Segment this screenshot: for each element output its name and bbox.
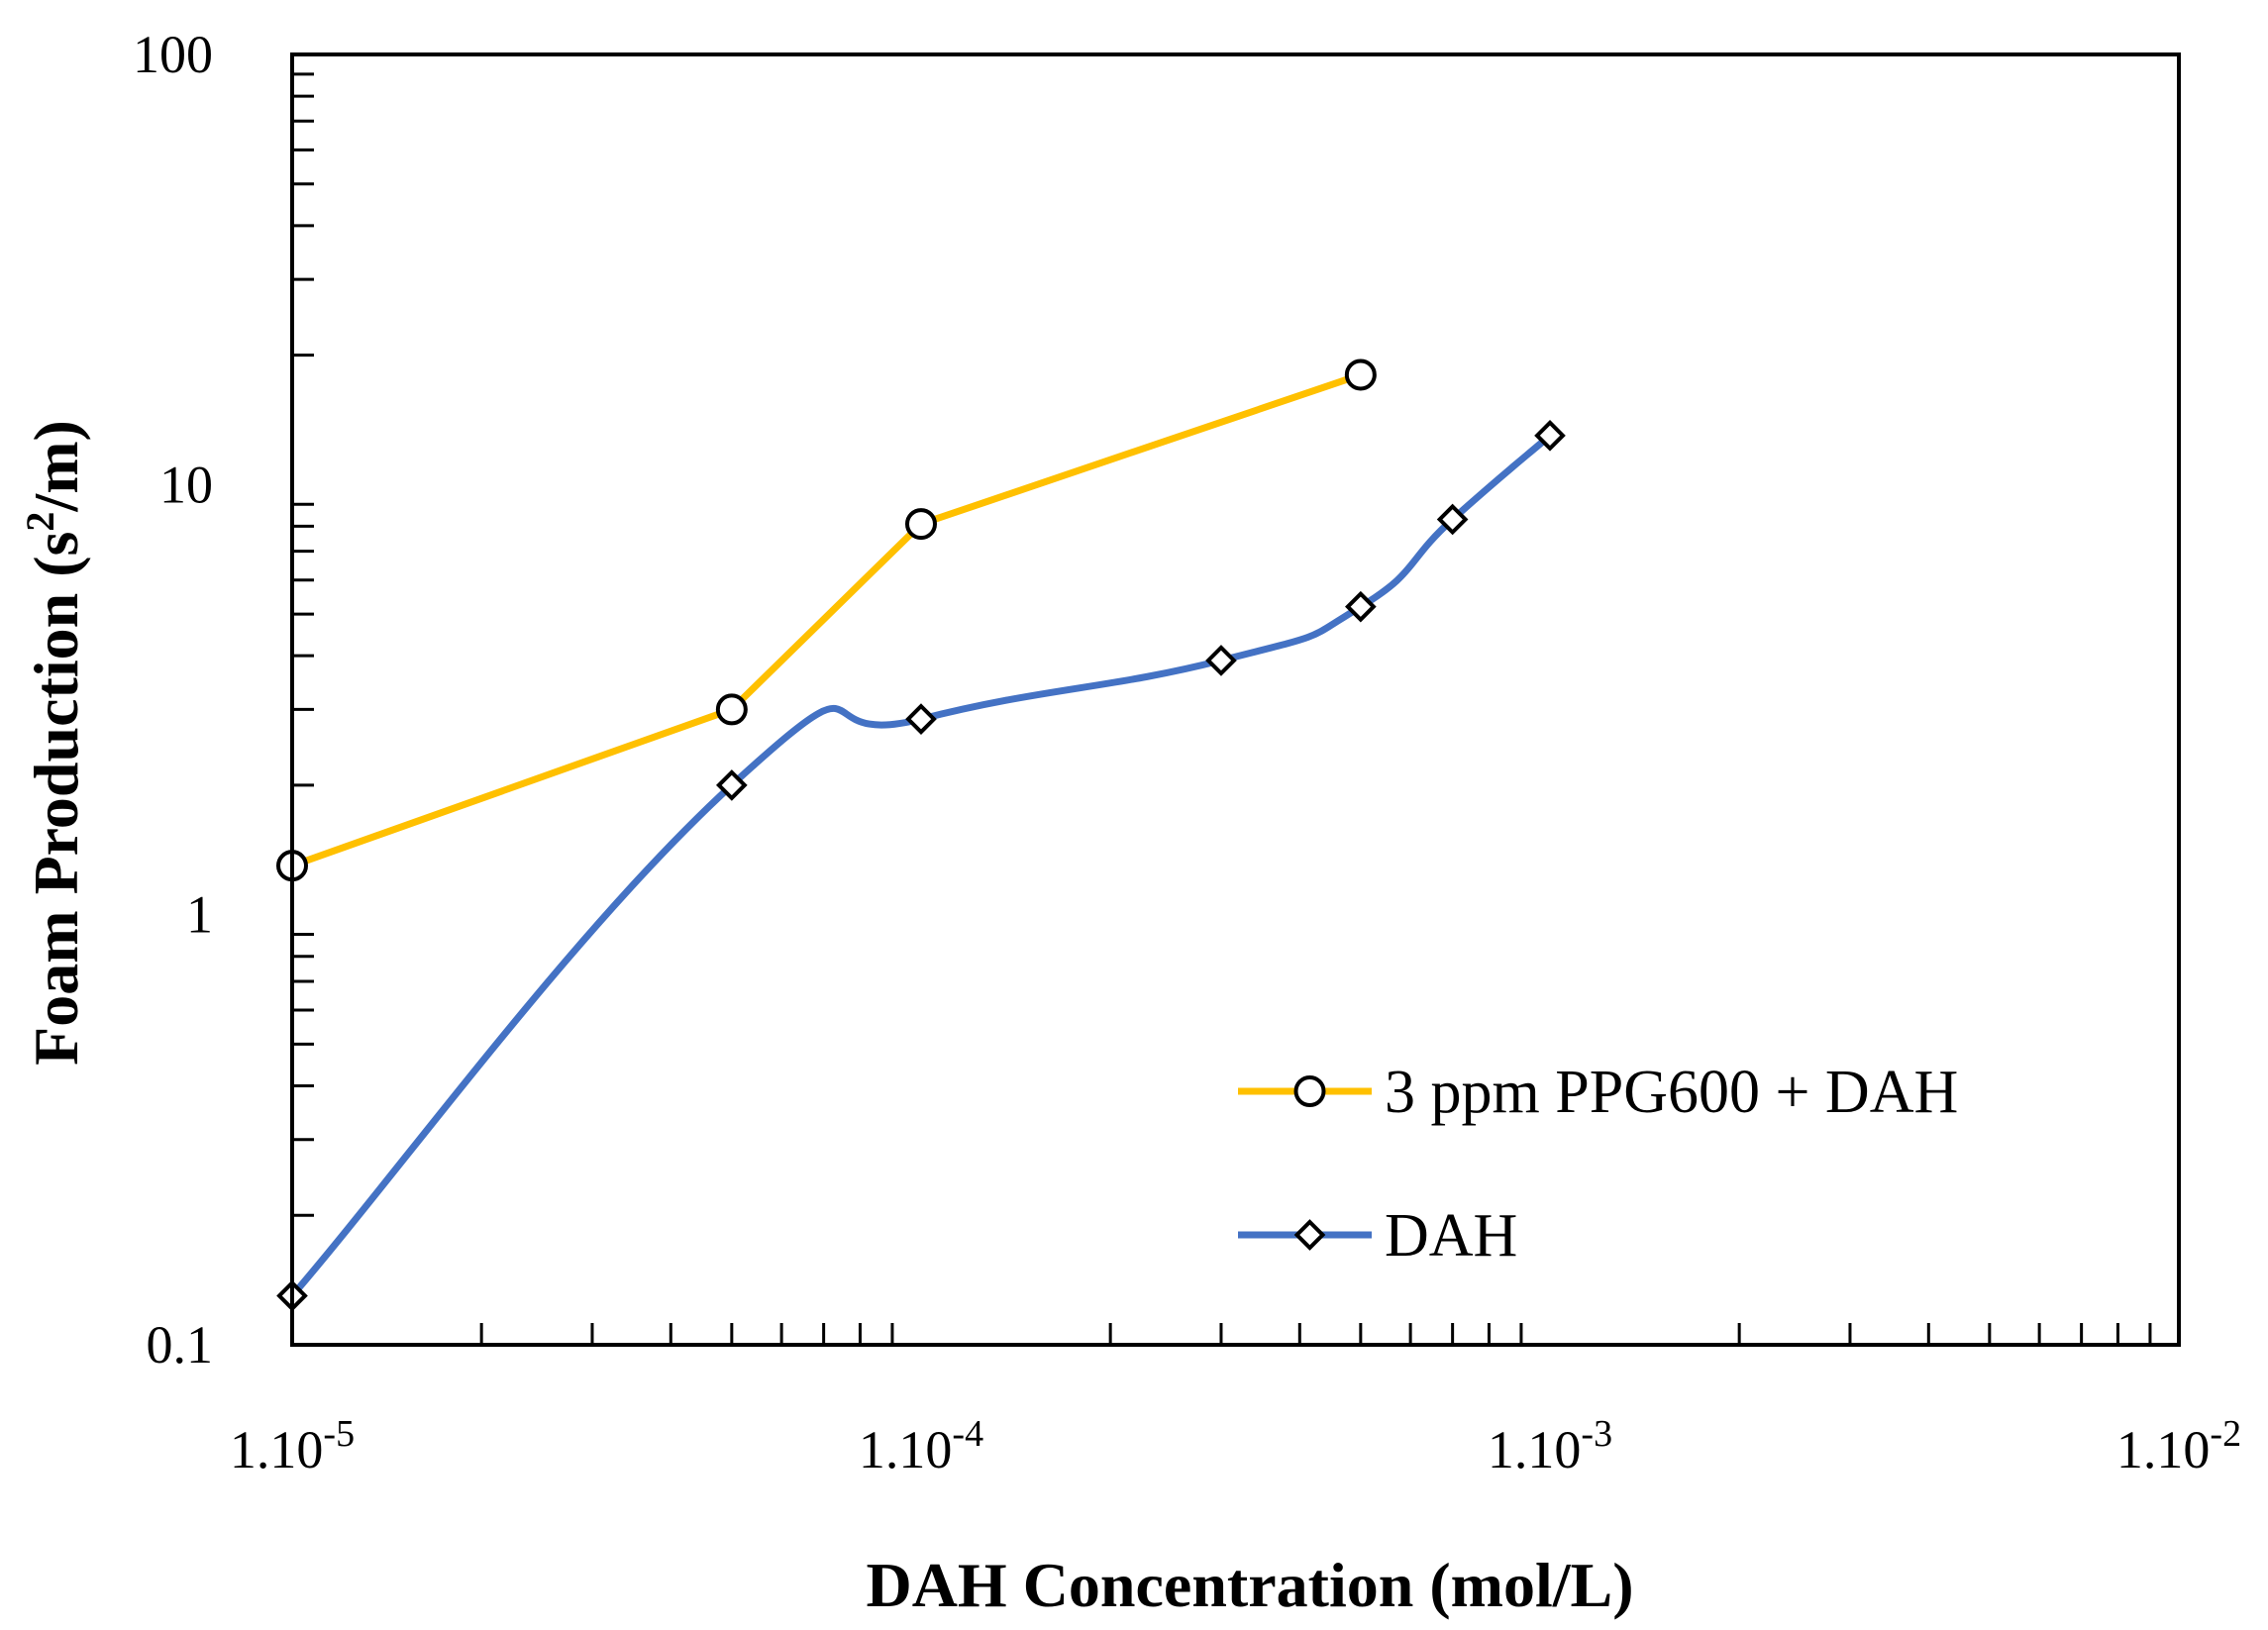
minor-tick-marks (292, 72, 2152, 1345)
legend: 3 ppm PPG600 + DAH DAH (1238, 1059, 1958, 1270)
x-axis-tick-labels: 1.10-5 1.10-4 1.10-3 1.10-2 (230, 1413, 2241, 1479)
legend-marker-dah (1293, 1219, 1326, 1251)
y-axis-tick-labels: 0.1 1 10 100 (133, 25, 213, 1375)
data-point-dah (1345, 590, 1377, 623)
legend-label-dah: DAH (1385, 1202, 1517, 1270)
legend-label-ppg600-dah: 3 ppm PPG600 + DAH (1385, 1059, 1958, 1126)
data-point-dah (1205, 645, 1237, 676)
data-point-ppg600-dah (715, 693, 748, 726)
series-layer (276, 358, 1566, 1312)
y-tick-label: 1 (186, 885, 213, 945)
data-point-ppg600-dah (905, 508, 937, 541)
plot-area-frame (290, 52, 2181, 1347)
data-point-dah (1436, 503, 1469, 536)
y-axis-title: Foam Production (s2/m) (18, 420, 91, 1066)
y-tick-label: 10 (159, 455, 213, 514)
y-axis-title-tail: /m) (21, 420, 91, 512)
data-point-ppg600-dah (1344, 358, 1377, 391)
data-point-dah (905, 703, 937, 735)
x-axis-title: DAH Concentration (mol/L) (866, 1550, 1633, 1620)
legend-marker-ppg600-dah (1293, 1075, 1326, 1107)
x-tick-label: 1.10-2 (2116, 1413, 2241, 1479)
x-tick-label: 1.10-3 (1488, 1413, 1612, 1479)
y-tick-label: 0.1 (147, 1315, 214, 1375)
series-line-ppg600-dah (288, 371, 1365, 869)
y-axis-title-main: Foam Production (s (21, 532, 91, 1066)
x-tick-label: 1.10-4 (859, 1413, 983, 1479)
y-tick-label: 100 (133, 25, 213, 84)
x-tick-label: 1.10-5 (230, 1413, 355, 1479)
data-point-dah (716, 769, 748, 801)
series-line-dah (288, 432, 1554, 1299)
data-point-dah (1534, 420, 1566, 452)
y-axis-title-superscript: 2 (18, 512, 62, 532)
